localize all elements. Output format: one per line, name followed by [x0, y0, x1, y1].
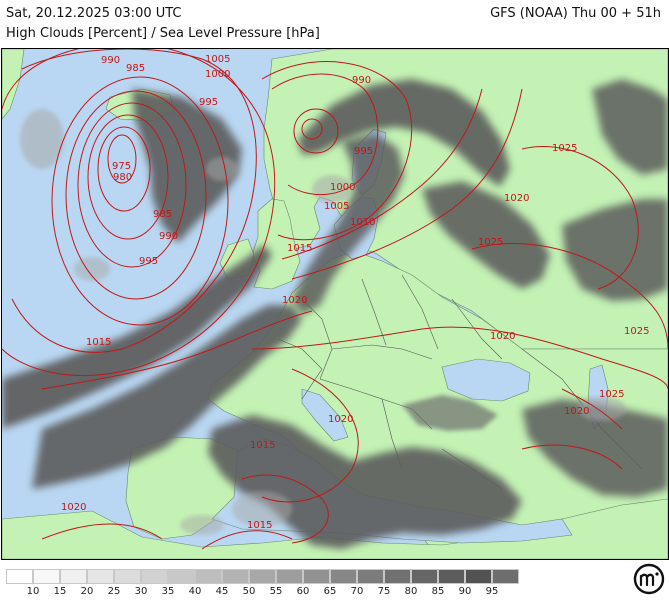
- legend-label: 65: [323, 586, 337, 597]
- legend-swatch: [411, 569, 438, 584]
- legend-label: 10: [26, 586, 40, 597]
- legend-swatch: [249, 569, 276, 584]
- legend-swatch: [114, 569, 141, 584]
- isobar-label: 1020: [328, 414, 353, 425]
- isobar-label: 1025: [478, 237, 503, 248]
- legend-label: 35: [161, 586, 175, 597]
- valid-time-label: Sat, 20.12.2025 03:00 UTC: [6, 6, 182, 21]
- isobar-label: 995: [139, 256, 158, 267]
- isobar-label: 1020: [282, 295, 307, 306]
- isobar-label: 1025: [624, 326, 649, 337]
- legend-label: 15: [53, 586, 67, 597]
- sea-black: [441, 358, 531, 402]
- legend-swatch: [357, 569, 384, 584]
- isobar-label: 1020: [564, 406, 589, 417]
- legend-swatch: [303, 569, 330, 584]
- legend-label: 75: [377, 586, 391, 597]
- land-greenland: [2, 49, 25, 120]
- legend-label: 90: [458, 586, 472, 597]
- isobar-label: 1000: [205, 69, 230, 80]
- map-subtitle: High Clouds [Percent] / Sea Level Pressu…: [6, 26, 320, 41]
- isobar-label: 1005: [324, 201, 349, 212]
- isobar-label: 1010: [350, 217, 375, 228]
- isobar-label: 1020: [504, 193, 529, 204]
- legend-swatch: [33, 569, 60, 584]
- legend-label: 45: [215, 586, 229, 597]
- map-canvas: 990 985 1005 1000 995 975 980 985 990 99…: [2, 49, 668, 559]
- isobar-label: 995: [354, 146, 373, 157]
- legend-label: 60: [296, 586, 310, 597]
- legend-swatch: [276, 569, 303, 584]
- legend-swatch: [492, 569, 519, 584]
- isobar-label: 1020: [61, 502, 86, 513]
- isobar-label: 1000: [330, 182, 355, 193]
- meteologix-logo-icon: [633, 563, 665, 595]
- isobar-label: 990: [101, 55, 120, 66]
- isobar-label: 995: [199, 97, 218, 108]
- isobar-label: 1015: [287, 243, 312, 254]
- legend-swatch: [384, 569, 411, 584]
- isobar-label: 985: [126, 63, 145, 74]
- isobar-label: 1020: [490, 331, 515, 342]
- sea-adriatic: [301, 388, 349, 442]
- model-run-label: GFS (NOAA) Thu 00 + 51h: [490, 6, 661, 21]
- isobar-label: 1005: [205, 54, 230, 65]
- legend-label: 25: [107, 586, 121, 597]
- isobar-label: 985: [153, 209, 172, 220]
- isobar-label: 1015: [250, 440, 275, 451]
- legend-swatch: [6, 569, 33, 584]
- land-north-africa: [2, 498, 668, 559]
- legend-label: 30: [134, 586, 148, 597]
- legend-swatch: [60, 569, 87, 584]
- legend-swatch: [141, 569, 168, 584]
- legend-swatch: [222, 569, 249, 584]
- legend-swatch: [438, 569, 465, 584]
- legend-label: 80: [404, 586, 418, 597]
- legend-swatch: [87, 569, 114, 584]
- isobar-labels: 990 985 1005 1000 995 975 980 985 990 99…: [61, 54, 649, 531]
- legend-swatch: [465, 569, 492, 584]
- legend-swatch: [168, 569, 195, 584]
- legend-label: 40: [188, 586, 202, 597]
- legend-label: 50: [242, 586, 256, 597]
- isobar-label: 1015: [86, 337, 111, 348]
- isobar-label: 990: [352, 75, 371, 86]
- isobar-label: 980: [113, 172, 132, 183]
- isobar-label: 1025: [599, 389, 624, 400]
- weather-map[interactable]: 990 985 1005 1000 995 975 980 985 990 99…: [1, 48, 669, 560]
- isobar-label: 1015: [247, 520, 272, 531]
- legend-label: 55: [269, 586, 283, 597]
- legend-swatch: [195, 569, 222, 584]
- legend-swatch: [330, 569, 357, 584]
- sea-level-pressure-isobars: [2, 49, 668, 550]
- isobar-label: 975: [112, 161, 131, 172]
- legend-label: 20: [80, 586, 94, 597]
- isobar-label: 990: [159, 231, 178, 242]
- legend-label: 85: [431, 586, 445, 597]
- isobar-label: 1025: [552, 143, 577, 154]
- legend-label: 95: [485, 586, 499, 597]
- legend-label: 70: [350, 586, 364, 597]
